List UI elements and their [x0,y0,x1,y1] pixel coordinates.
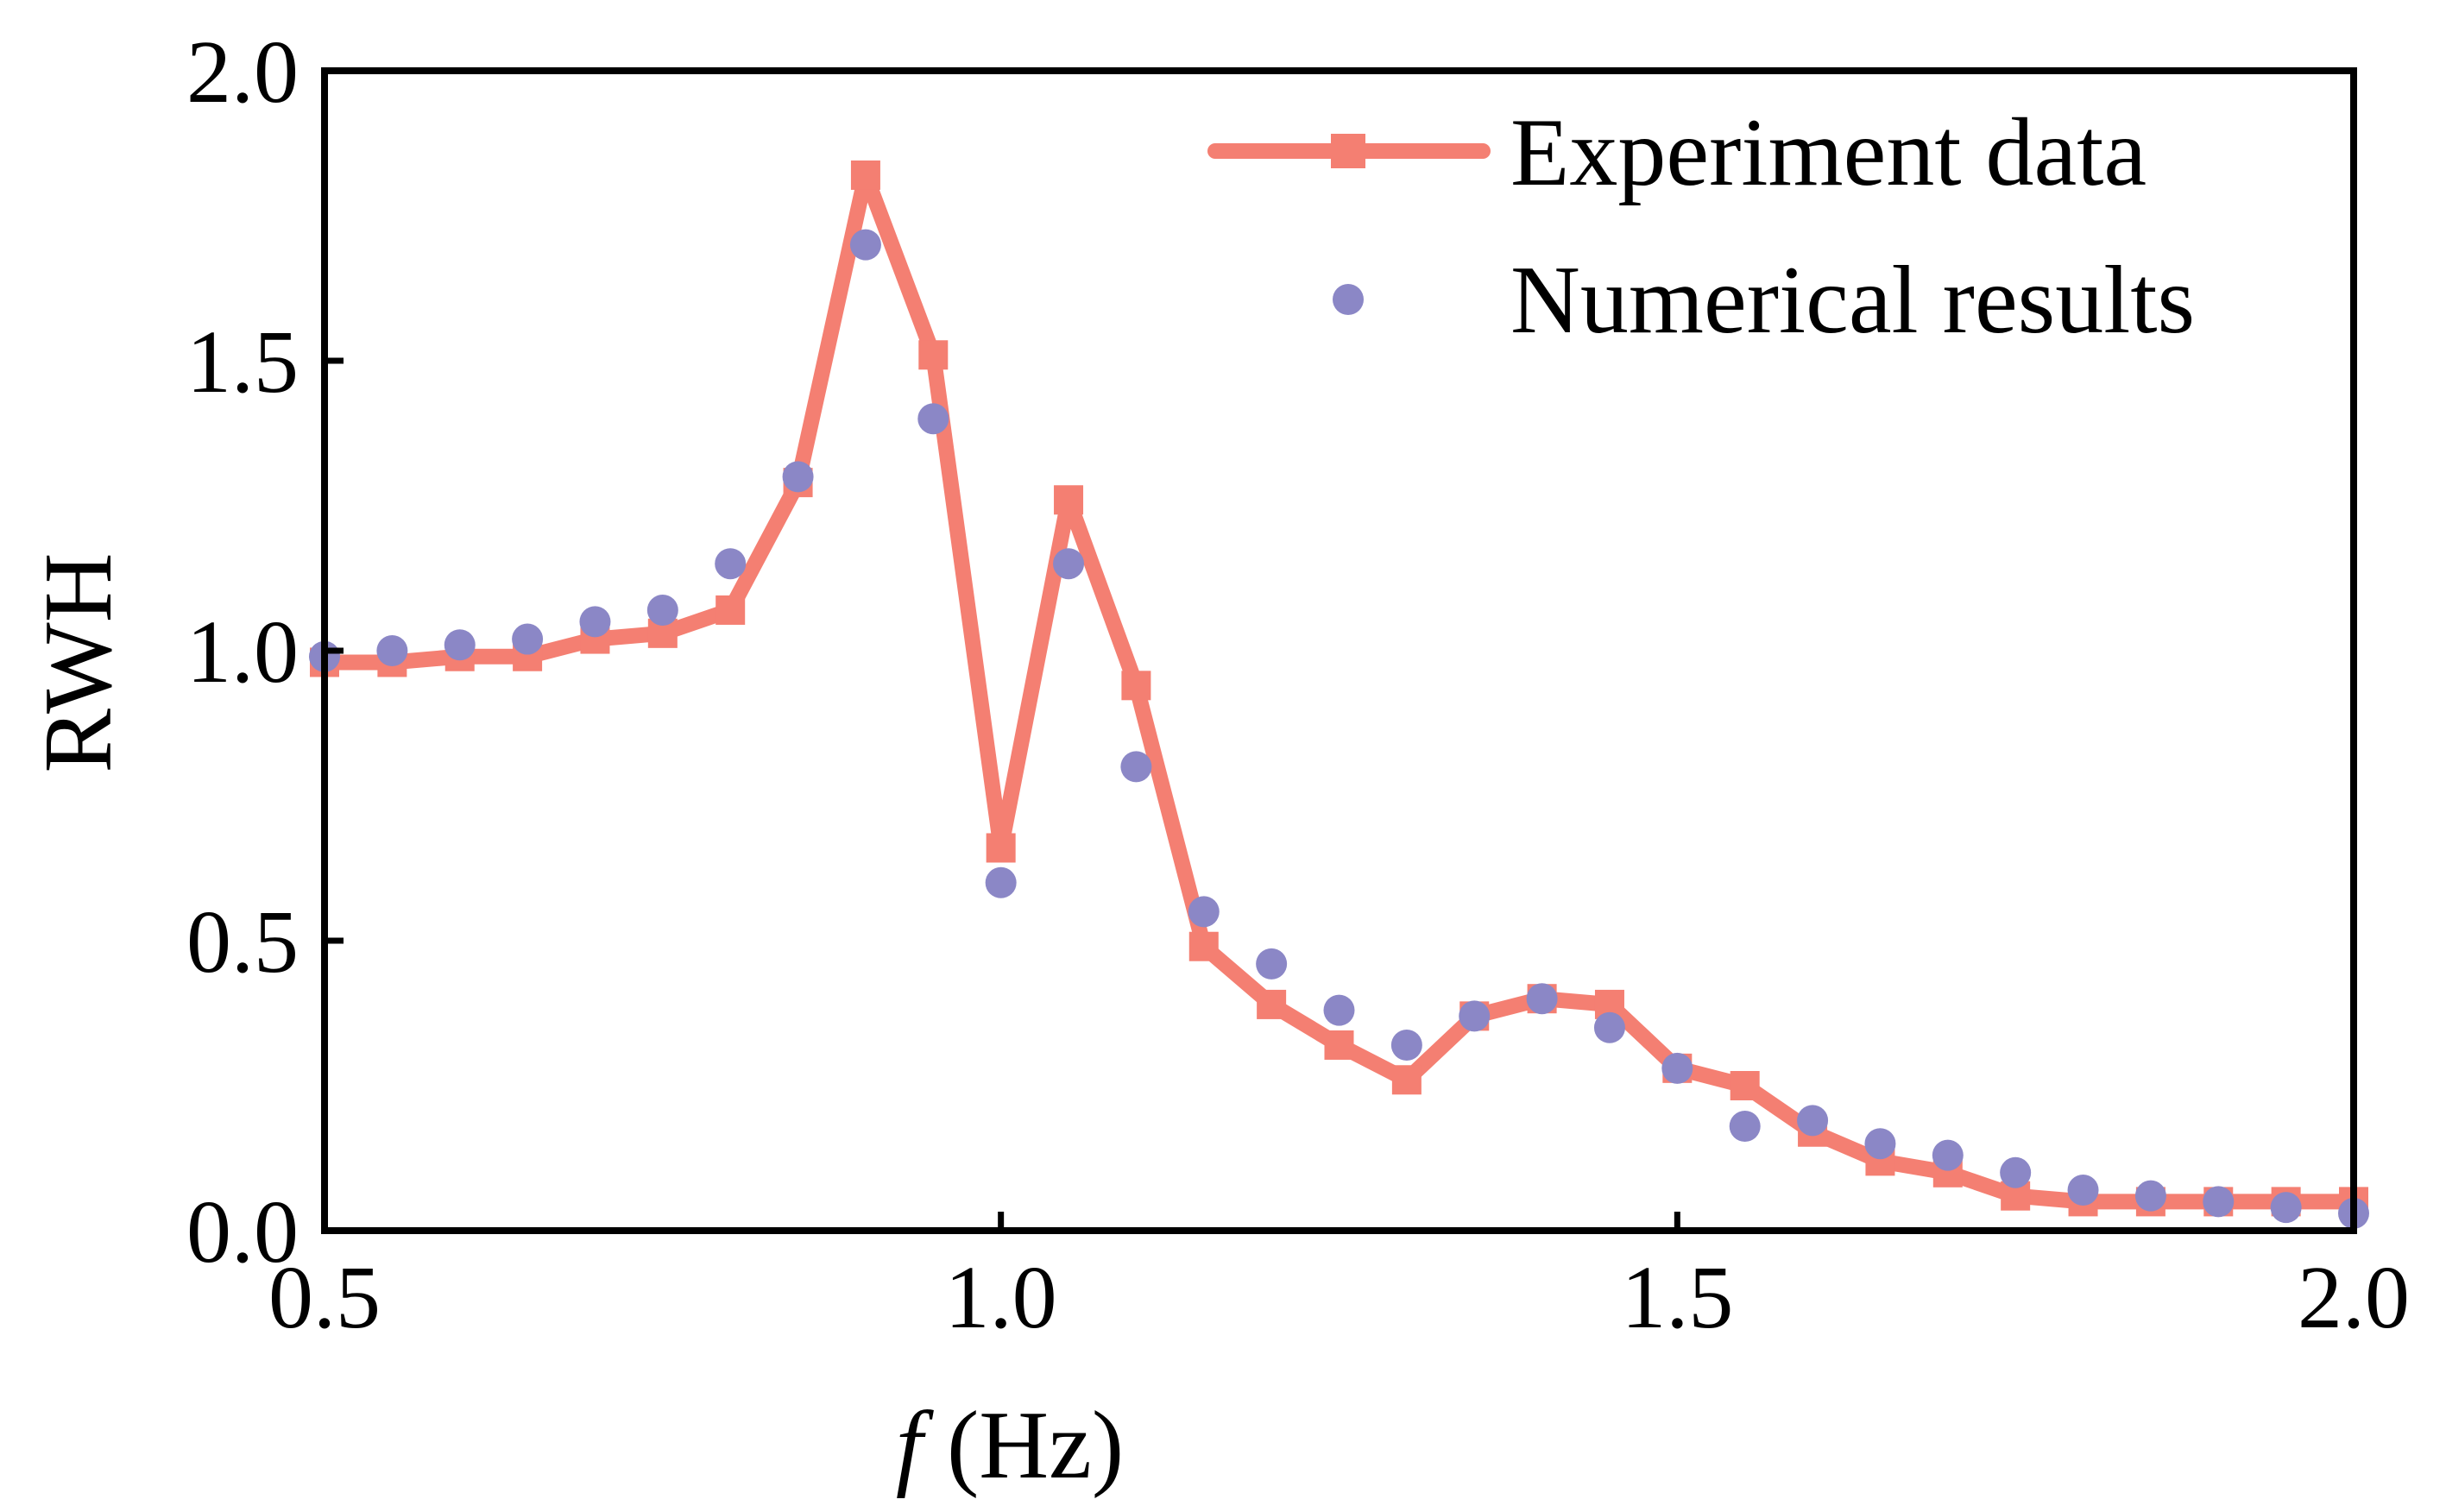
numerical-point-8 [849,229,881,261]
numerical-point-13 [1188,896,1220,928]
numerical-point-11 [1053,548,1085,580]
numerical-point-21 [1729,1111,1761,1143]
legend-label-experiment: Experiment data [1510,99,2147,206]
numerical-point-1 [376,635,408,666]
numerical-point-9 [917,403,949,435]
x-axis-title-unit: (Hz) [923,1392,1124,1499]
experiment-point-11 [1054,485,1084,515]
numerical-point-22 [1797,1105,1829,1137]
experiment-point-14 [1257,989,1287,1019]
y-tick-label-0.5: 0.5 [186,892,299,992]
numerical-point-26 [2067,1174,2099,1206]
numerical-point-6 [715,548,747,580]
numerical-point-27 [2134,1180,2166,1212]
legend-marker-experiment [1331,134,1365,168]
legend-label-numerical: Numerical results [1510,247,2195,354]
plot-area [309,160,2369,1229]
y-tick-label-1.0: 1.0 [186,602,299,702]
x-axis-title: f (Hz) [896,1392,1124,1499]
numerical-point-29 [2270,1192,2302,1224]
axes-ticks: 0.5 1.0 1.5 2.00.00.51.01.52.0 [186,22,2410,1347]
y-tick-label-1.5: 1.5 [186,312,299,412]
experiment-point-13 [1188,931,1219,961]
x-tick-label-2.0: 2.0 [2298,1248,2410,1347]
numerical-point-10 [985,866,1017,898]
plot-frame [321,67,2357,1234]
numerical-point-4 [579,606,611,638]
numerical-point-16 [1390,1029,1422,1061]
x-tick-label-0.5: 0.5 [268,1248,381,1347]
numerical-point-5 [646,594,678,626]
x-tick-label-1.0: 1.0 [945,1248,1057,1347]
experiment-point-8 [850,160,880,190]
numerical-point-28 [2203,1186,2235,1218]
experiment-point-6 [716,595,746,625]
numerical-point-20 [1661,1052,1693,1084]
y-tick-label-2.0: 2.0 [186,22,299,122]
numerical-point-2 [444,629,476,661]
y-tick-label-0.0: 0.0 [186,1182,299,1282]
experiment-point-15 [1324,1030,1354,1060]
numerical-point-3 [512,623,544,655]
experiment-point-10 [986,833,1016,863]
experiment-point-21 [1730,1071,1760,1100]
experiment-point-9 [918,340,949,370]
numerical-point-25 [2000,1156,2032,1188]
y-axis-title: RWH [25,552,132,772]
numerical-point-24 [1932,1139,1964,1171]
numerical-point-17 [1459,1000,1491,1032]
legend-marker-numerical [1333,284,1364,315]
legend: Experiment data Numerical results [1207,99,2195,354]
experiment-point-12 [1121,671,1151,701]
x-tick-label-1.5: 1.5 [1621,1248,1733,1347]
numerical-point-18 [1526,983,1558,1015]
numerical-point-19 [1593,1011,1625,1043]
numerical-point-7 [782,461,814,493]
numerical-point-14 [1256,948,1288,980]
numerical-point-15 [1323,994,1355,1026]
numerical-point-12 [1120,751,1152,783]
experiment-point-16 [1391,1065,1422,1095]
numerical-point-23 [1864,1128,1896,1160]
